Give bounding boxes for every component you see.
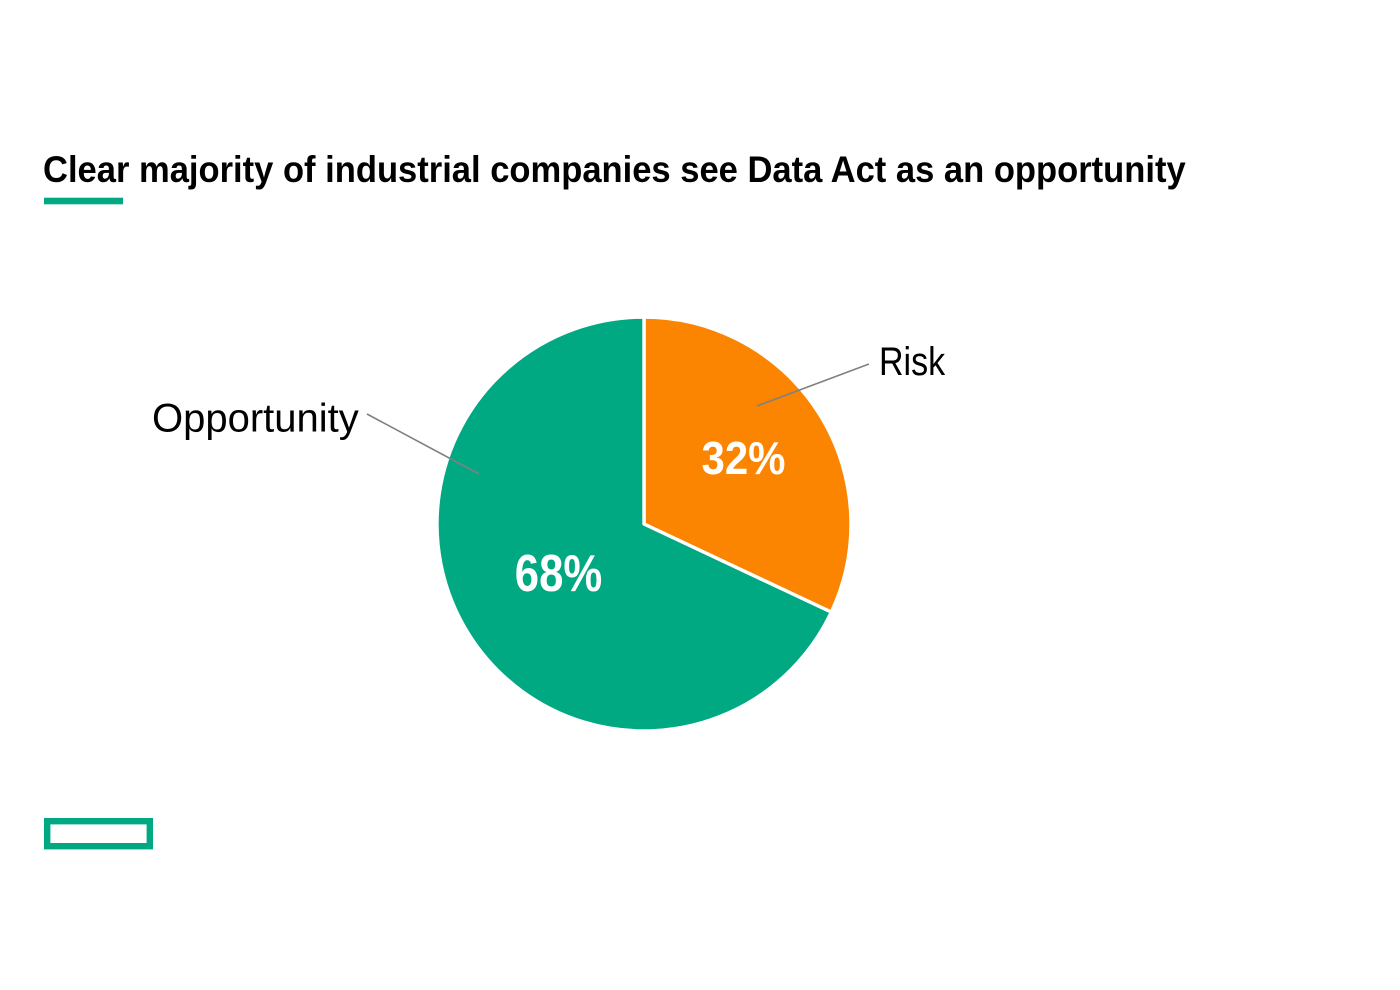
svg-text:Clear majority of industrial c: Clear majority of industrial companies s… [43, 149, 1186, 190]
svg-text:Opportunity: Opportunity [152, 396, 359, 440]
svg-text:68%: 68% [515, 546, 602, 603]
svg-text:32%: 32% [702, 433, 786, 485]
svg-text:Risk: Risk [879, 338, 945, 383]
